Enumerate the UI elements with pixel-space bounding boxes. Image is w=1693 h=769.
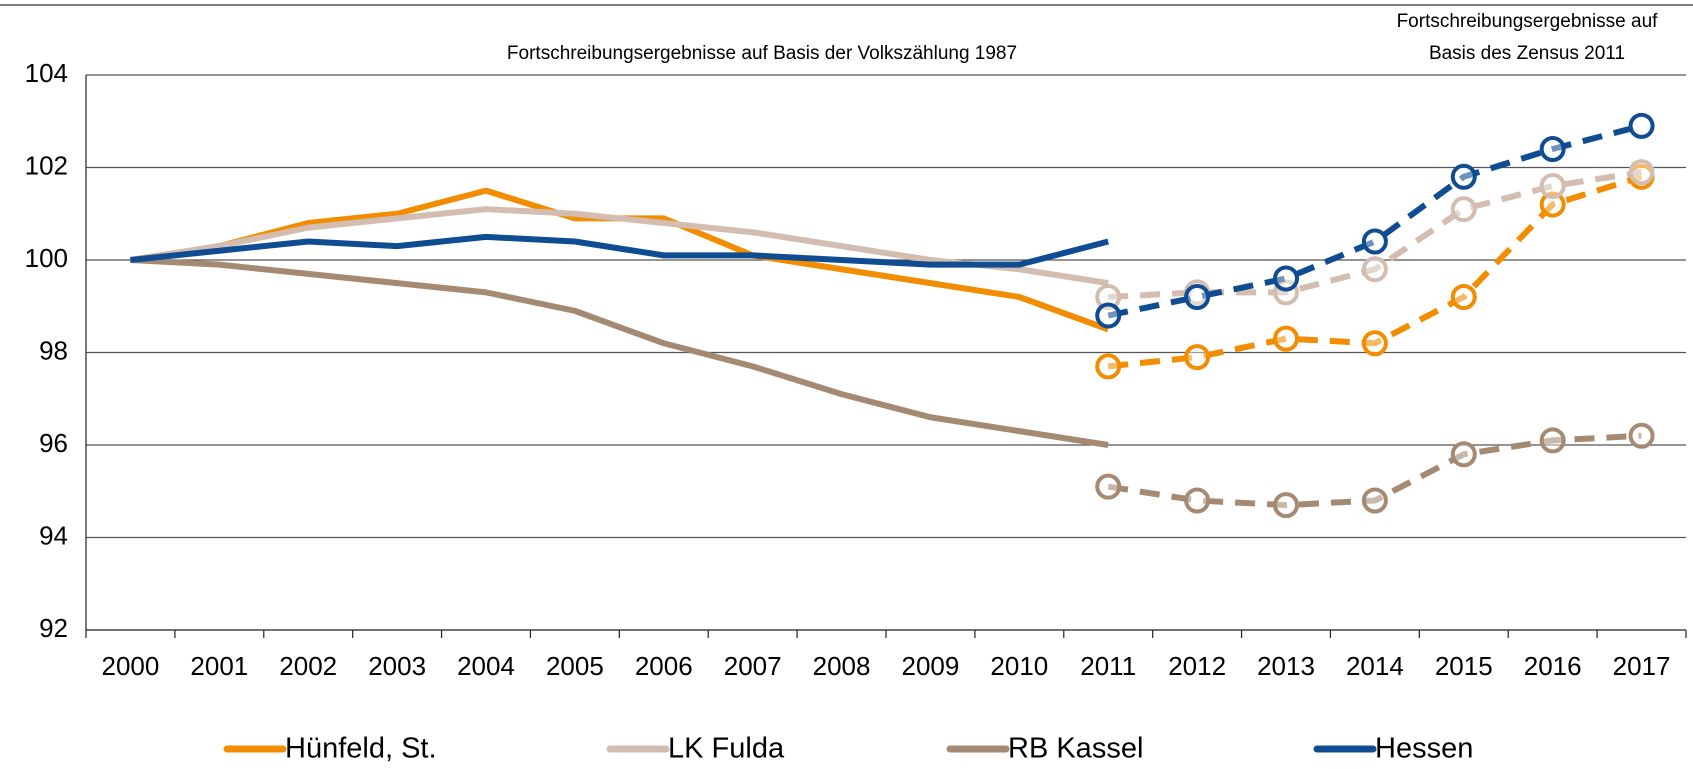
census-line	[1107, 173, 1643, 370]
x-tick-label: 2003	[368, 651, 426, 681]
census-point	[1184, 344, 1211, 371]
line	[130, 233, 1109, 268]
census-point	[1273, 492, 1299, 519]
census-point	[1539, 136, 1566, 162]
y-tick-label: 102	[25, 150, 68, 180]
y-tick-label: 92	[39, 613, 68, 643]
census-point	[1628, 422, 1655, 449]
census-point	[1539, 173, 1566, 199]
census-line	[1107, 432, 1642, 509]
legend-label: Hessen	[1375, 733, 1473, 765]
x-tick-label: 2002	[279, 651, 337, 681]
census-point	[1095, 473, 1122, 500]
x-tick-label: 2007	[724, 651, 782, 681]
x-tick-label: 2016	[1524, 651, 1582, 681]
census-line	[1108, 169, 1643, 300]
x-tick-label: 2008	[813, 651, 871, 681]
y-tick-label: 98	[39, 335, 68, 365]
census-point	[1450, 163, 1477, 190]
legend-label: RB Kassel	[1008, 733, 1143, 765]
x-tick-label: 2010	[990, 651, 1048, 681]
census-point	[1184, 487, 1211, 514]
census-point	[1361, 487, 1388, 514]
y-tick-label: 104	[25, 58, 68, 88]
x-tick-label: 2013	[1257, 651, 1315, 681]
census-point	[1361, 256, 1388, 283]
x-tick-label: 2004	[457, 651, 515, 681]
census-point	[1450, 441, 1477, 468]
x-tick-label: 2011	[1080, 651, 1136, 681]
census-point	[1628, 159, 1655, 186]
census-point	[1628, 112, 1655, 139]
x-tick-label: 2001	[190, 651, 248, 681]
y-tick-label: 96	[39, 428, 68, 458]
census-line	[1107, 122, 1643, 319]
y-tick-label: 94	[39, 520, 68, 550]
x-tick-label: 2017	[1613, 651, 1671, 681]
census-point	[1095, 353, 1122, 380]
annotation: Fortschreibungsergebnisse auf Basis der …	[507, 43, 1017, 64]
x-tick-label: 2014	[1346, 651, 1404, 681]
annotation: Basis des Zensus 2011	[1429, 43, 1625, 64]
census-point	[1361, 330, 1388, 357]
line	[130, 257, 1109, 448]
x-tick-label: 2006	[635, 651, 693, 681]
census-point	[1450, 284, 1477, 310]
census-point	[1539, 191, 1566, 218]
census-point	[1184, 284, 1211, 310]
census-point	[1095, 302, 1122, 329]
line	[129, 206, 1109, 287]
x-tick-label: 2012	[1168, 651, 1226, 681]
x-tick-label: 2000	[102, 651, 160, 681]
census-point	[1450, 196, 1477, 223]
legend-label: Hünfeld, St.	[285, 733, 437, 765]
census-point	[1361, 228, 1388, 255]
x-tick-label: 2015	[1435, 651, 1493, 681]
census-point	[1095, 284, 1122, 310]
census-point	[1539, 427, 1566, 454]
y-tick-label: 100	[25, 243, 68, 273]
x-tick-label: 2009	[902, 651, 960, 681]
legend-label: LK Fulda	[668, 733, 785, 765]
census-point	[1273, 265, 1299, 292]
x-tick-label: 2005	[546, 651, 604, 681]
annotation: Fortschreibungsergebnisse auf	[1397, 11, 1659, 32]
census-point	[1273, 325, 1299, 352]
